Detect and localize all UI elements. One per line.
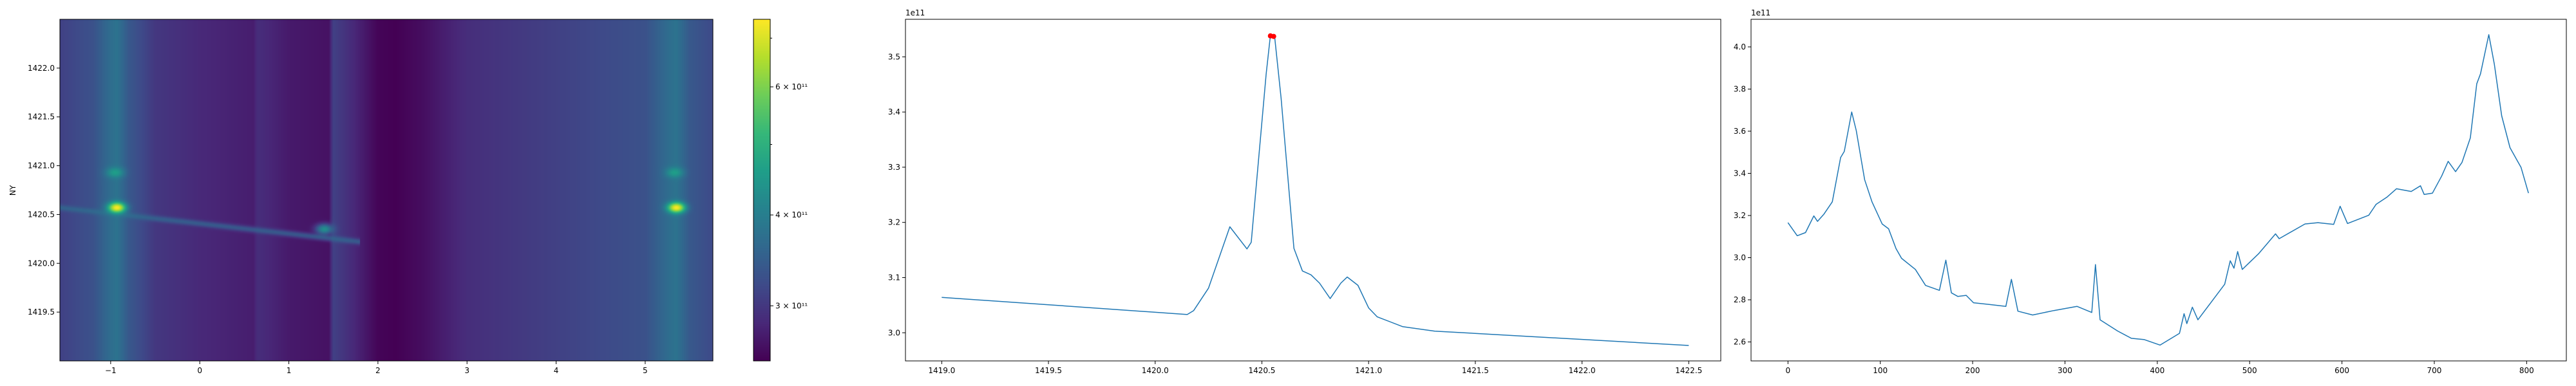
y-tick-label: 3.8	[1734, 84, 1746, 93]
x-tick-label: 1419.5	[1035, 366, 1062, 375]
y-tick-label: 2.8	[1734, 295, 1746, 304]
y-tick-label: 3.0	[888, 328, 900, 337]
series-line	[1787, 34, 2529, 346]
x-tick-label: 1421.0	[1355, 366, 1382, 375]
y-tick-label: 1420.5	[28, 210, 55, 219]
heatmap-image	[60, 19, 713, 361]
axes-frame	[905, 19, 1721, 362]
heatmap-panel: NY −1 0 1 2 3 4 5 1419.5 1420.0 1420.5 1421.0 1421.…	[8, 19, 808, 375]
y-tick-label: 3.3	[888, 163, 900, 172]
x-tick-label: −1	[105, 366, 117, 375]
line-panel-frequency: 1e11 1419.0 1419.5 1420.0 1420.5 1421.0 1421.…	[888, 8, 1721, 375]
y-tick-label: 3.0	[1734, 253, 1746, 262]
colorbar-gradient	[753, 19, 770, 361]
x-tick-label: 1	[287, 366, 292, 375]
x-tick-label: 700	[2427, 366, 2442, 375]
line-panel-index: 1e11 0 100 200 300 400 500 600 700 800 2.6 2.8 3.0 3…	[1734, 8, 2567, 375]
x-tick-label: 600	[2334, 366, 2349, 375]
x-tick-label: 0	[197, 366, 202, 375]
x-tick-label: 1420.0	[1142, 366, 1169, 375]
x-tick-label: 1422.0	[1569, 366, 1596, 375]
series-line	[942, 35, 1689, 346]
y-tick-label: 3.6	[1734, 127, 1746, 136]
y-tick-label: 2.6	[1734, 338, 1746, 347]
x-tick-label: 5	[643, 366, 648, 375]
y-tick-label: 3.2	[888, 218, 900, 227]
y-tick-label: 1422.0	[28, 64, 55, 73]
x-tick-label: 0	[1786, 366, 1791, 375]
x-tick-label: 300	[2058, 366, 2072, 375]
x-tick-label: 3	[464, 366, 469, 375]
x-tick-label: 4	[554, 366, 559, 375]
y-tick-label: 1420.0	[28, 259, 55, 268]
y-tick-label: 1421.0	[28, 161, 55, 170]
offset-label: 1e11	[1751, 8, 1770, 17]
y-tick-label: 3.4	[1734, 169, 1746, 178]
y-tick-label: 3.4	[888, 107, 900, 116]
x-tick-label: 200	[1965, 366, 1980, 375]
y-tick-label: 1419.5	[28, 308, 55, 317]
x-tick-label: 800	[2519, 366, 2534, 375]
x-tick-label: 1421.5	[1462, 366, 1489, 375]
y-tick-label: 1421.5	[28, 113, 55, 122]
axes-frame	[59, 19, 714, 362]
colorbar-tick-label: 3 × 10¹¹	[775, 301, 808, 310]
axes-frame	[1750, 19, 2567, 362]
y-tick-label: 4.0	[1734, 42, 1746, 51]
y-tick-label: 3.1	[888, 273, 900, 282]
x-tick-label: 1419.0	[928, 366, 955, 375]
x-tick-label: 400	[2150, 366, 2164, 375]
colorbar-frame	[753, 19, 771, 362]
heatmap-ylabel: NY	[8, 185, 17, 196]
x-tick-label: 1422.5	[1675, 366, 1702, 375]
offset-label: 1e11	[905, 8, 925, 17]
colorbar-tick-label: 6 × 10¹¹	[775, 82, 808, 91]
y-tick-label: 3.2	[1734, 211, 1746, 220]
x-tick-label: 2	[375, 366, 381, 375]
x-tick-label: 100	[1873, 366, 1888, 375]
x-tick-label: 1420.5	[1248, 366, 1275, 375]
colorbar-tick-label: 4 × 10¹¹	[775, 210, 808, 219]
peak-marker	[1271, 33, 1276, 39]
y-tick-label: 3.5	[888, 52, 900, 61]
x-tick-label: 500	[2242, 366, 2257, 375]
